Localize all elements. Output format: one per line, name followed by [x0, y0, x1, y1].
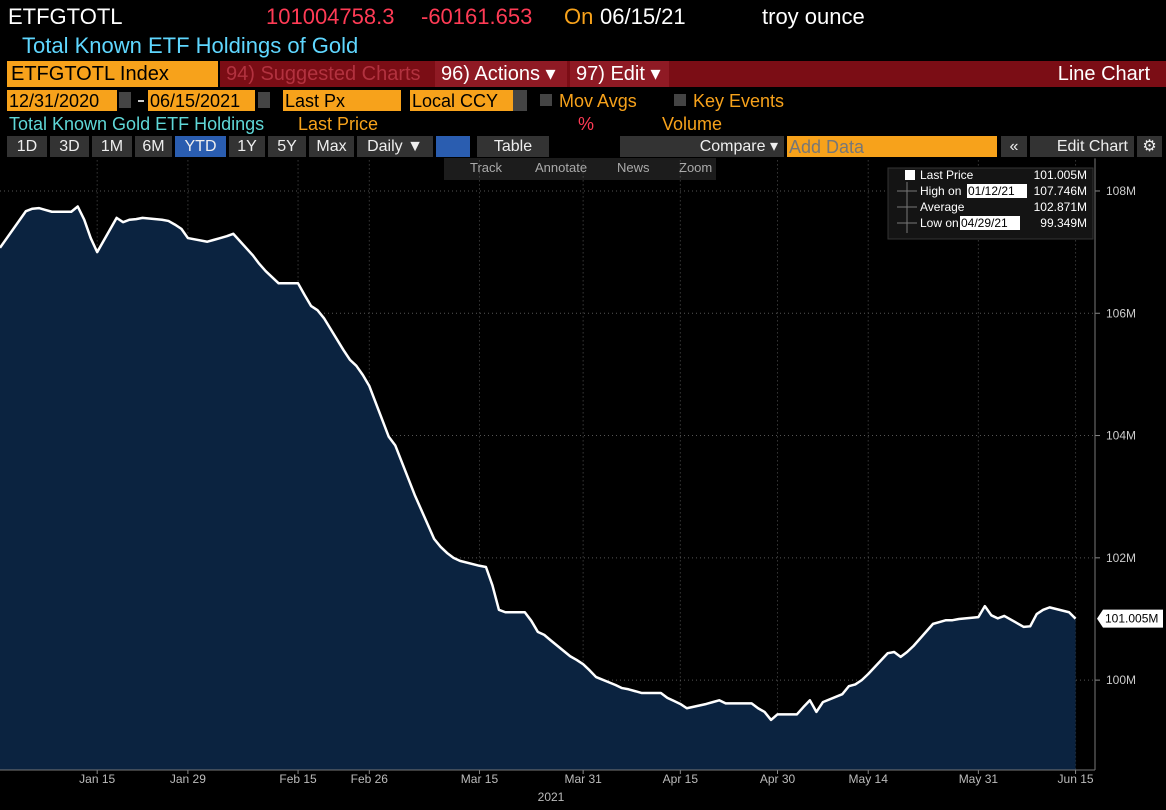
add-data-field[interactable]: Add Data: [787, 136, 997, 157]
mov-avgs[interactable]: Mov Avgs: [559, 91, 637, 111]
calendar-icon[interactable]: [119, 92, 131, 108]
period-button[interactable]: 5Y: [268, 136, 306, 157]
legend-value: 101.005M: [1034, 168, 1087, 182]
line: [0, 205, 1077, 722]
field-select[interactable]: Last Px: [283, 90, 401, 111]
legend-date-bg: [967, 184, 1027, 198]
chart-tools: [444, 158, 716, 180]
dash: [138, 100, 144, 102]
chart-icon-button[interactable]: [436, 136, 470, 157]
legend-date-bg: [960, 216, 1020, 230]
price: 101004758.3: [266, 4, 395, 29]
edit-menu[interactable]: 97) Edit ▾: [570, 61, 669, 87]
tool-track[interactable]: Track: [470, 160, 503, 175]
period-button[interactable]: 1D: [7, 136, 47, 157]
edit-chart-button[interactable]: Edit Chart: [1030, 136, 1134, 157]
legend-stat-date: 04/29/21: [961, 216, 1008, 230]
x-tick-label: Apr 15: [663, 772, 699, 786]
unit: troy ounce: [762, 4, 865, 29]
study-field: Last Price: [298, 114, 379, 134]
actions-menu[interactable]: 96) Actions ▾: [435, 61, 567, 87]
date: 06/15/21: [600, 4, 686, 29]
collapse-button[interactable]: «: [1001, 136, 1027, 157]
period-button[interactable]: 1Y: [229, 136, 265, 157]
ticker: ETFGTOTL: [8, 4, 123, 29]
chart: 100M 102M 104M 106M 108M Jan 15 Jan 29 Feb 15 Fe…: [0, 158, 1163, 804]
x-tick-label: Mar 31: [564, 772, 602, 786]
x-tick-label: Jan 15: [79, 772, 115, 786]
x-axis-label: 2021: [538, 790, 565, 804]
x-tick-label: Feb 15: [279, 772, 317, 786]
study-volume: Volume: [662, 114, 723, 134]
last-value-label: 101.005M: [1105, 612, 1158, 626]
y-tick-label: 108M: [1106, 184, 1136, 198]
description: Total Known ETF Holdings of Gold: [22, 33, 359, 58]
x-tick-label: Jun 15: [1058, 772, 1094, 786]
period-button[interactable]: 3D: [50, 136, 89, 157]
change: -60161.653: [421, 4, 533, 29]
tool-annotate[interactable]: Annotate: [535, 160, 588, 175]
x-tick-label: Feb 26: [351, 772, 389, 786]
frequency-button[interactable]: Daily ▼: [357, 136, 433, 157]
checkbox[interactable]: [540, 94, 552, 106]
x-tick-label: Mar 15: [461, 772, 499, 786]
x-tick-label: May 31: [959, 772, 999, 786]
y-tick-label: 100M: [1106, 673, 1136, 687]
y-tick-label: 106M: [1106, 306, 1136, 320]
x-tick-label: Apr 30: [760, 772, 796, 786]
period-button[interactable]: 1M: [92, 136, 132, 157]
chart-type: Line Chart: [1057, 63, 1150, 85]
legend-stat-date: 01/12/21: [968, 184, 1015, 198]
legend-stat-value: 102.871M: [1034, 200, 1087, 214]
legend-stat-value: 107.746M: [1034, 184, 1087, 198]
y-tick-label: 104M: [1106, 429, 1136, 443]
tool-news[interactable]: News: [617, 160, 650, 175]
x-tick-label: Jan 29: [170, 772, 206, 786]
study-name: Total Known Gold ETF Holdings: [9, 114, 265, 134]
legend-stat-label: Average: [920, 200, 965, 214]
checkbox[interactable]: [674, 94, 686, 106]
legend-swatch: [905, 170, 915, 180]
period-button[interactable]: Max: [309, 136, 354, 157]
x-tick-label: May 14: [849, 772, 889, 786]
compare-button[interactable]: Compare ▾: [620, 136, 784, 157]
dropdown-arrow[interactable]: [513, 90, 527, 111]
period-button-active[interactable]: YTD: [175, 136, 226, 157]
calendar-icon[interactable]: [258, 92, 270, 108]
menu-bar: [220, 61, 1166, 87]
start-date[interactable]: 12/31/2020: [7, 90, 117, 111]
last-value-callout: [1097, 609, 1163, 628]
legend-name: Last Price: [920, 168, 974, 182]
key-events[interactable]: Key Events: [693, 91, 785, 111]
period-button[interactable]: 6M: [135, 136, 172, 157]
legend-stat-label: Low on: [920, 216, 959, 230]
table-button[interactable]: Table: [477, 136, 549, 157]
security-field[interactable]: ETFGTOTL Index: [7, 61, 218, 87]
on-label: On: [564, 4, 594, 29]
study-pct: %: [578, 114, 595, 134]
tool-zoom[interactable]: Zoom: [679, 160, 713, 175]
settings-button[interactable]: ⚙: [1137, 136, 1162, 157]
legend-stat-value: 99.349M: [1040, 216, 1087, 230]
suggested-charts[interactable]: 94) Suggested Charts: [226, 63, 421, 85]
currency-select[interactable]: Local CCY: [410, 90, 513, 111]
y-tick-label: 102M: [1106, 551, 1136, 565]
end-date[interactable]: 06/15/2021: [148, 90, 255, 111]
legend-stat-label: High on: [920, 184, 961, 198]
area: [0, 206, 1076, 770]
